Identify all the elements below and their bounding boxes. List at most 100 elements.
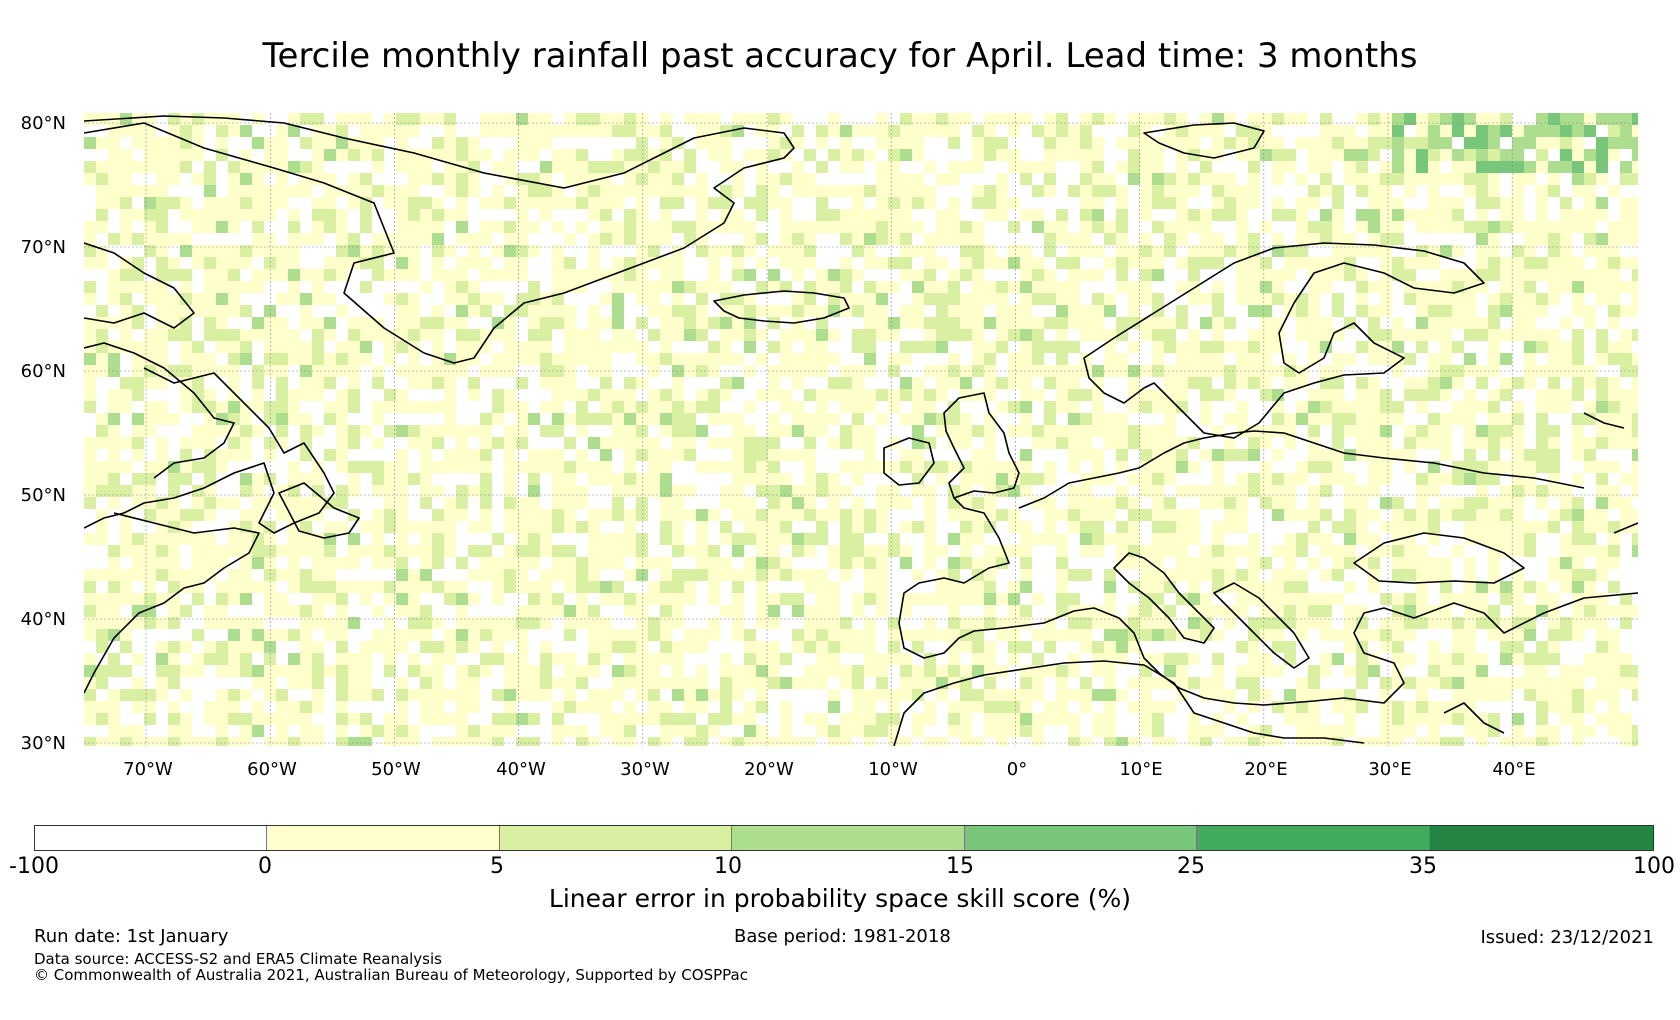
grid-cell	[1392, 149, 1404, 161]
grid-cell	[1476, 701, 1488, 713]
grid-cell	[600, 521, 612, 533]
grid-cell	[564, 605, 576, 617]
grid-cell	[1212, 653, 1224, 665]
grid-cell	[132, 437, 144, 449]
grid-cell	[1008, 701, 1020, 713]
grid-cell	[1632, 569, 1638, 581]
grid-cell	[720, 185, 732, 197]
colorbar-segment	[35, 826, 266, 850]
grid-cell	[84, 281, 96, 293]
grid-cell	[756, 401, 768, 413]
grid-cell	[1032, 149, 1044, 161]
grid-cell	[228, 137, 240, 149]
grid-cell	[1176, 593, 1188, 605]
grid-cell	[1104, 581, 1116, 593]
grid-cell	[1200, 437, 1212, 449]
grid-cell	[768, 293, 780, 305]
grid-cell	[1320, 173, 1332, 185]
grid-cell	[420, 257, 432, 269]
grid-cell	[1032, 329, 1044, 341]
grid-cell	[1320, 713, 1332, 725]
grid-cell	[1536, 533, 1548, 545]
grid-cell	[156, 581, 168, 593]
grid-cell	[1272, 689, 1284, 701]
grid-cell	[1224, 449, 1236, 461]
grid-cell	[1488, 197, 1500, 209]
grid-cell	[456, 185, 468, 197]
grid-cell	[1188, 113, 1200, 125]
grid-cell	[1476, 197, 1488, 209]
grid-cell	[1404, 293, 1416, 305]
grid-cell	[276, 461, 288, 473]
grid-cell	[336, 173, 348, 185]
grid-cell	[1464, 137, 1476, 149]
grid-cell	[1500, 341, 1512, 353]
grid-cell	[336, 689, 348, 701]
grid-cell	[1464, 737, 1476, 746]
grid-cell	[588, 281, 600, 293]
grid-cell	[276, 533, 288, 545]
grid-cell	[84, 137, 96, 149]
britain-coastline	[943, 392, 1020, 499]
grid-cell	[324, 725, 336, 737]
grid-cell	[300, 569, 312, 581]
grid-cell	[120, 701, 132, 713]
grid-cell	[1272, 725, 1284, 737]
grid-cell	[564, 641, 576, 653]
grid-cell	[1104, 305, 1116, 317]
grid-cell	[504, 641, 516, 653]
grid-cell	[1104, 389, 1116, 401]
grid-cell	[936, 449, 948, 461]
grid-cell	[1164, 209, 1176, 221]
grid-cell	[324, 737, 336, 746]
grid-cell	[852, 149, 864, 161]
grid-cell	[1068, 185, 1080, 197]
grid-cell	[1200, 389, 1212, 401]
grid-cell	[228, 269, 240, 281]
grid-cell	[228, 725, 240, 737]
grid-cell	[1260, 185, 1272, 197]
grid-cell	[1572, 641, 1584, 653]
grid-cell	[144, 653, 156, 665]
grid-cell	[300, 701, 312, 713]
grid-cell	[1380, 329, 1392, 341]
lon-label-0: 0°	[1006, 759, 1028, 780]
grid-cell	[648, 197, 660, 209]
grid-cell	[1164, 245, 1176, 257]
grid-cell	[1284, 209, 1296, 221]
grid-cell	[1356, 653, 1368, 665]
grid-cell	[324, 497, 336, 509]
grid-cell	[1572, 113, 1584, 125]
grid-cell	[852, 485, 864, 497]
grid-cell	[1080, 665, 1092, 677]
grid-cell	[936, 653, 948, 665]
grid-cell	[1476, 341, 1488, 353]
grid-cell	[1452, 677, 1464, 689]
grid-cell	[1284, 317, 1296, 329]
grid-cell	[1524, 401, 1536, 413]
grid-cell	[168, 677, 180, 689]
grid-cell	[444, 197, 456, 209]
grid-cell	[96, 677, 108, 689]
grid-cell	[1500, 581, 1512, 593]
grid-cell	[444, 485, 456, 497]
grid-cell	[1536, 413, 1548, 425]
grid-cell	[1236, 161, 1248, 173]
grid-cell	[1452, 125, 1464, 137]
grid-cell	[1260, 197, 1272, 209]
grid-cell	[456, 377, 468, 389]
grid-cell	[732, 245, 744, 257]
grid-cell	[948, 329, 960, 341]
grid-cell	[1560, 161, 1572, 173]
grid-cell	[1356, 593, 1368, 605]
grid-cell	[348, 617, 360, 629]
grid-cell	[516, 329, 528, 341]
grid-cell	[600, 677, 612, 689]
grid-cell	[1260, 497, 1272, 509]
grid-cell	[828, 425, 840, 437]
grid-cell	[216, 233, 228, 245]
grid-cell	[900, 557, 912, 569]
grid-cell	[924, 605, 936, 617]
grid-cell	[756, 377, 768, 389]
grid-cell	[1200, 137, 1212, 149]
